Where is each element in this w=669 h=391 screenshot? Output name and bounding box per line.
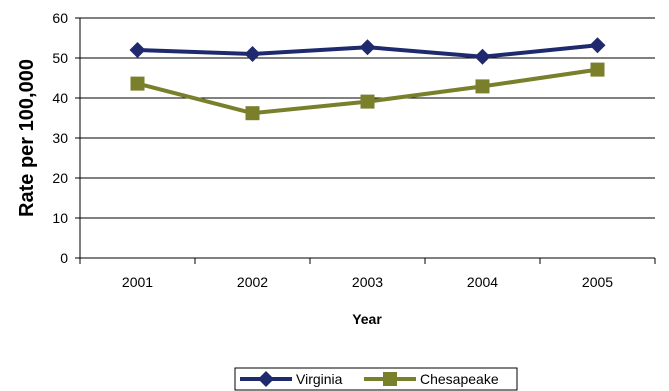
data-point [360,94,375,109]
y-tick-label: 20 [52,170,68,186]
x-axis-title: Year [352,311,382,327]
legend-swatch-marker [258,371,274,387]
data-point [359,39,376,56]
data-point [475,79,490,94]
series-virginia [129,37,606,65]
data-point [129,42,146,58]
series [129,37,606,121]
data-point [130,76,145,91]
legend-label: Virginia [296,371,343,387]
y-tick-label: 40 [52,90,68,106]
legend-swatch-marker [383,372,397,386]
x-tick-label: 2002 [237,274,268,290]
x-tick-label: 2004 [467,274,498,290]
data-point [589,37,606,54]
legend: Virginia Chesapeake [234,367,518,391]
y-tick-label: 30 [52,130,68,146]
data-point [245,106,260,121]
gridlines [75,17,655,259]
data-point [474,48,491,65]
legend-label: Chesapeake [420,371,499,387]
y-tick-label: 10 [52,210,68,226]
data-point [244,46,261,62]
x-tick-label: 2001 [122,274,153,290]
x-tick-labels: 2001 2002 2003 2004 2005 [79,258,656,290]
legend-item-chesapeake: Chesapeake [364,371,499,387]
x-tick-label: 2003 [352,274,383,290]
y-tick-label: 0 [60,250,68,266]
axes [79,18,655,259]
series-chesapeake [130,62,605,121]
y-tick-label: 60 [52,10,68,26]
x-tick-label: 2005 [582,274,613,290]
y-axis-title: Rate per 100,000 [16,59,38,217]
legend-items: Virginia Chesapeake [240,371,499,387]
y-tick-labels: 0 10 20 30 40 50 60 [52,10,68,266]
data-point [590,62,605,77]
legend-item-virginia: Virginia [240,371,343,387]
y-tick-label: 50 [52,50,68,66]
